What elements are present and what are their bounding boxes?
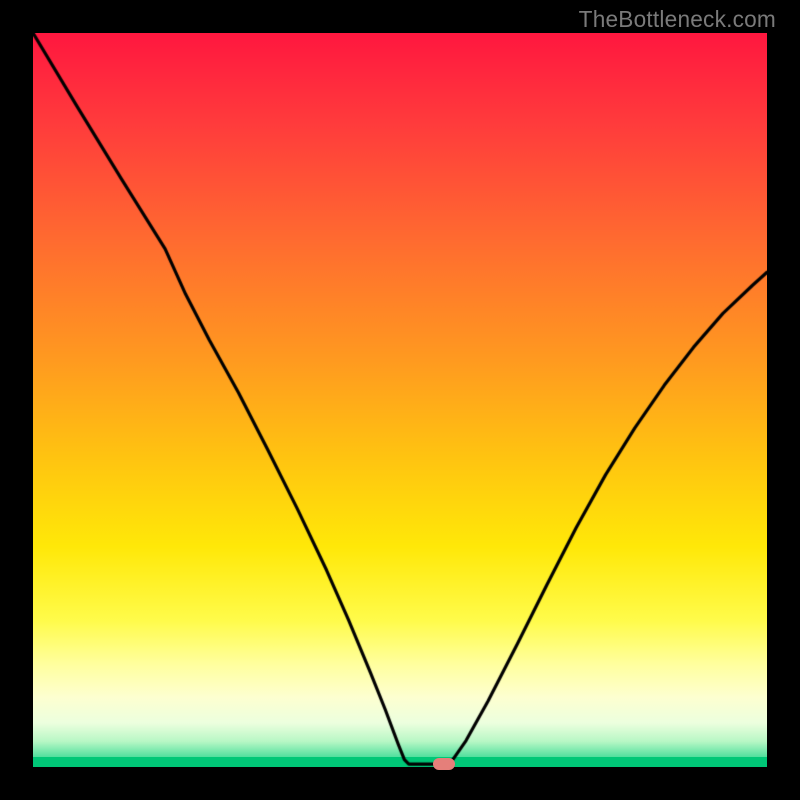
bottleneck-curve [33, 33, 767, 767]
plot-area [33, 33, 767, 767]
watermark-text: TheBottleneck.com [579, 6, 776, 33]
optimal-marker [433, 758, 455, 770]
figure-root: TheBottleneck.com [0, 0, 800, 800]
